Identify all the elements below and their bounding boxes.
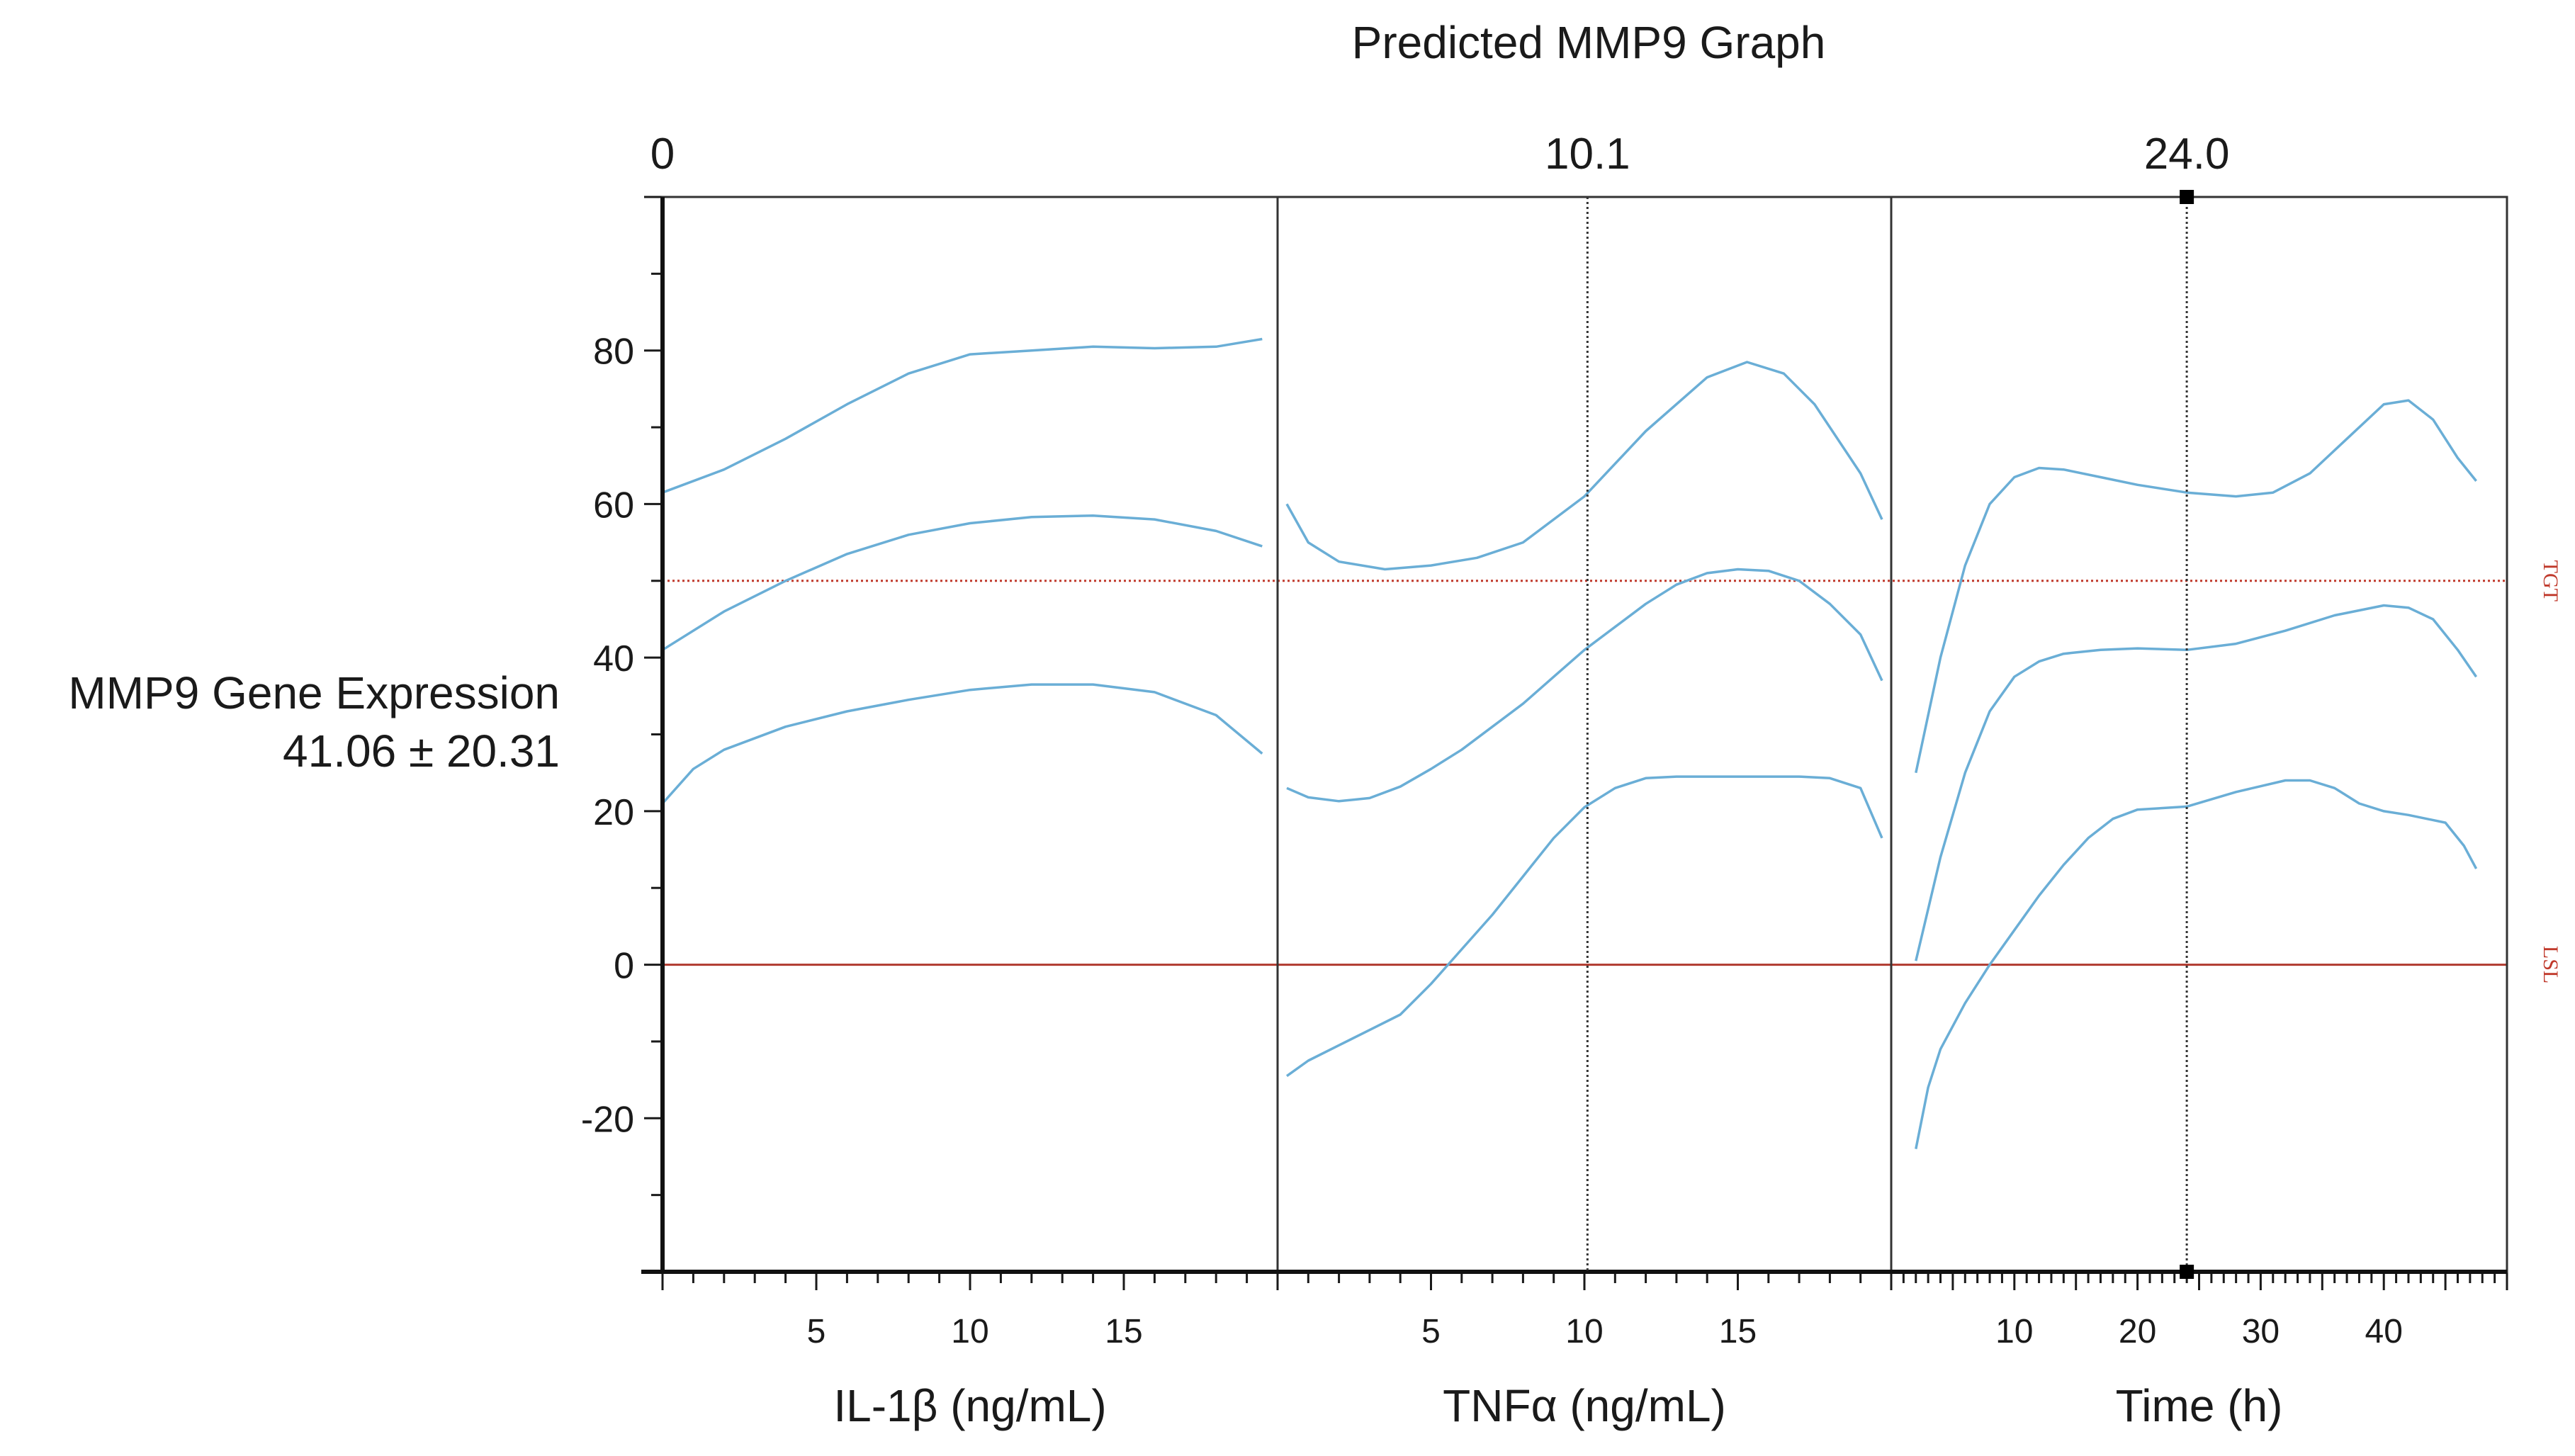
y-tick-label: 60 bbox=[593, 485, 634, 526]
series-time-lower bbox=[1915, 779, 2478, 1149]
series-tnfa-upper bbox=[1285, 361, 1883, 571]
axis-ticks bbox=[644, 196, 2508, 1290]
series-tnfa-predicted bbox=[1286, 568, 1883, 803]
series-time-predicted bbox=[1915, 604, 2478, 961]
series-il1b-upper bbox=[662, 337, 1263, 494]
series-tnfa-lower bbox=[1285, 775, 1883, 1078]
x-tick-label: 20 bbox=[2119, 1313, 2156, 1350]
x-tick-label: 5 bbox=[1421, 1313, 1441, 1350]
x-tick-label: 5 bbox=[807, 1313, 826, 1350]
panel-frames bbox=[641, 196, 2508, 1274]
x-tick-label: 15 bbox=[1719, 1313, 1757, 1350]
y-axis-summary: 41.06 ± 20.31 bbox=[283, 726, 560, 777]
y-tick-label: 40 bbox=[593, 638, 634, 679]
x-tick-label: 30 bbox=[2242, 1313, 2280, 1350]
y-axis-label: MMP9 Gene Expression bbox=[68, 667, 560, 718]
current-value-label-time: 24.0 bbox=[2144, 130, 2230, 179]
x-tick-label: 10 bbox=[951, 1313, 988, 1350]
x-tick-label: 10 bbox=[1995, 1313, 2033, 1350]
series-il1b-predicted bbox=[662, 514, 1263, 651]
chart-title: Predicted MMP9 Graph bbox=[1352, 17, 1826, 68]
labels: -20 0 20 40 60 80 TGT LSL 5 10 15 IL-1β (ng/mL) 0 5 10… bbox=[581, 130, 2562, 1431]
reference-label-lsl: LSL bbox=[2539, 946, 2562, 983]
x-axis-label-il1b: IL-1β (ng/mL) bbox=[833, 1380, 1106, 1431]
panel-frame-time bbox=[1890, 196, 2508, 1273]
panel-frame-il1b bbox=[661, 196, 1279, 1273]
x-tick-label: 15 bbox=[1105, 1313, 1142, 1350]
current-value-label-tnfa: 10.1 bbox=[1545, 130, 1630, 179]
series-il1b-lower bbox=[661, 683, 1263, 805]
time-marker-handle-bottom[interactable] bbox=[2180, 1265, 2194, 1279]
series-time-upper bbox=[1915, 399, 2477, 774]
series-curves bbox=[661, 337, 2478, 1149]
y-tick-label: 80 bbox=[593, 332, 634, 373]
x-axis-label-tnfa: TNFα (ng/mL) bbox=[1443, 1380, 1726, 1431]
current-value-label-il1b: 0 bbox=[650, 130, 675, 179]
reference-label-tgt: TGT bbox=[2539, 560, 2562, 602]
x-tick-label: 40 bbox=[2365, 1313, 2403, 1350]
panel-frame-tnfa bbox=[1276, 196, 1893, 1273]
y-tick-label: 0 bbox=[614, 946, 634, 987]
current-value-markers[interactable] bbox=[1586, 190, 2194, 1279]
y-tick-label: -20 bbox=[581, 1099, 634, 1140]
reference-lines bbox=[663, 580, 2507, 966]
x-axis-label-time: Time (h) bbox=[2116, 1380, 2283, 1431]
x-tick-label: 10 bbox=[1565, 1313, 1603, 1350]
time-marker-handle-top[interactable] bbox=[2180, 190, 2194, 204]
y-tick-label: 20 bbox=[593, 792, 634, 833]
